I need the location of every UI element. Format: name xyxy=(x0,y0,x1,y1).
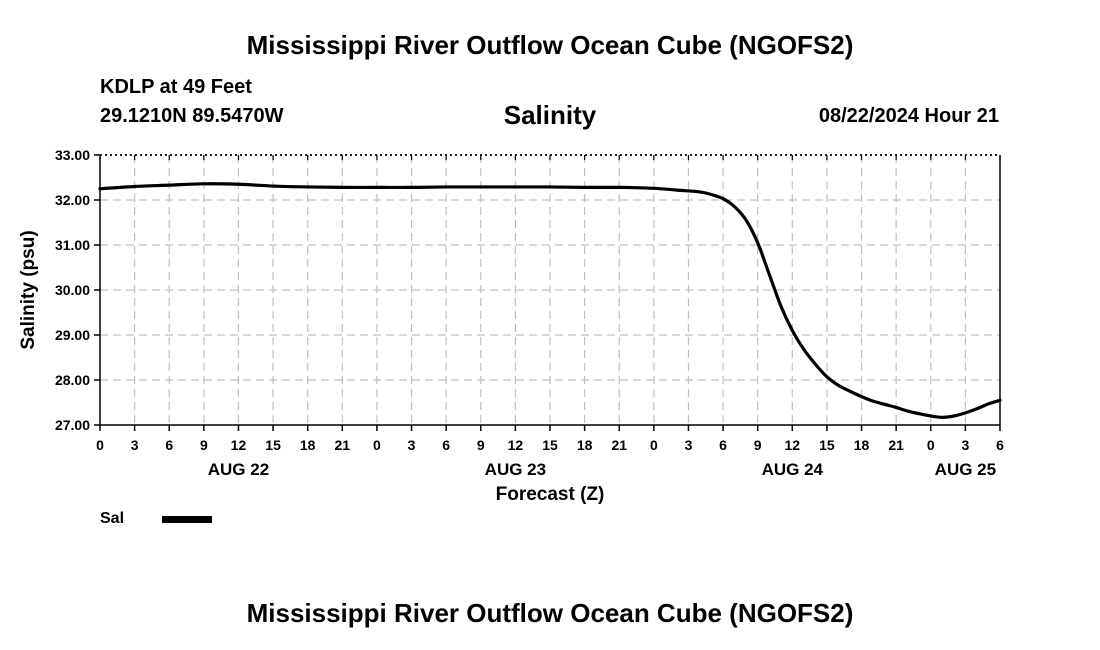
x-tick-label: 18 xyxy=(300,437,316,453)
date-label: AUG 24 xyxy=(762,460,824,479)
x-tick-label: 12 xyxy=(785,437,801,453)
x-tick-label: 6 xyxy=(165,437,173,453)
x-tick-label: 21 xyxy=(611,437,627,453)
x-tick-label: 12 xyxy=(231,437,247,453)
y-axis-title: Salinity (psu) xyxy=(18,230,39,349)
x-tick-label: 15 xyxy=(819,437,835,453)
parameter-title: Salinity xyxy=(503,100,597,130)
x-tick-label: 0 xyxy=(96,437,104,453)
footer-title: Mississippi River Outflow Ocean Cube (NG… xyxy=(246,598,854,628)
x-tick-label: 9 xyxy=(477,437,485,453)
x-axis-title: Forecast (Z) xyxy=(496,484,605,505)
x-tick-label: 9 xyxy=(754,437,762,453)
legend-label: Sal xyxy=(100,510,125,527)
axis-labels: 27.00 28.00 29.00 30.00 31.00 32.00 33.00 0 3 6 9 1… xyxy=(18,147,1004,505)
legend-swatch xyxy=(162,516,212,523)
x-tick-label: 12 xyxy=(508,437,524,453)
x-tick-label: 15 xyxy=(265,437,281,453)
y-tick-label: 32.00 xyxy=(55,192,90,208)
x-tick-label: 0 xyxy=(373,437,381,453)
x-tick-label: 0 xyxy=(650,437,658,453)
y-tick-label: 31.00 xyxy=(55,237,90,253)
date-label: AUG 23 xyxy=(485,460,546,479)
forecast-datetime: 08/22/2024 Hour 21 xyxy=(818,105,999,127)
y-tick-label: 28.00 xyxy=(55,372,90,388)
x-tick-label: 18 xyxy=(854,437,870,453)
y-tick-label: 27.00 xyxy=(55,417,90,433)
x-tick-label: 3 xyxy=(408,437,416,453)
y-tick-label: 30.00 xyxy=(55,282,90,298)
y-tick-label: 29.00 xyxy=(55,327,90,343)
x-tick-label: 18 xyxy=(577,437,593,453)
grid xyxy=(100,155,1000,425)
x-tick-label: 21 xyxy=(888,437,904,453)
station-label: KDLP at 49 Feet xyxy=(100,76,252,98)
x-tick-label: 15 xyxy=(542,437,558,453)
y-tick-label: 33.00 xyxy=(55,147,90,163)
station-coordinates: 29.1210N 89.5470W xyxy=(100,105,284,127)
x-tick-label: 3 xyxy=(961,437,969,453)
series-line-sal xyxy=(98,182,1002,419)
x-tick-label: 3 xyxy=(685,437,693,453)
series-layer xyxy=(98,182,1002,419)
x-tick-label: 0 xyxy=(927,437,935,453)
date-label: AUG 22 xyxy=(208,460,269,479)
x-tick-label: 6 xyxy=(442,437,450,453)
x-tick-label: 3 xyxy=(131,437,139,453)
x-tick-label: 6 xyxy=(719,437,727,453)
chart-title: Mississippi River Outflow Ocean Cube (NG… xyxy=(246,30,854,60)
date-label: AUG 25 xyxy=(935,460,996,479)
axes xyxy=(94,154,1001,431)
x-tick-label: 6 xyxy=(996,437,1004,453)
x-tick-label: 21 xyxy=(335,437,351,453)
x-tick-label: 9 xyxy=(200,437,208,453)
